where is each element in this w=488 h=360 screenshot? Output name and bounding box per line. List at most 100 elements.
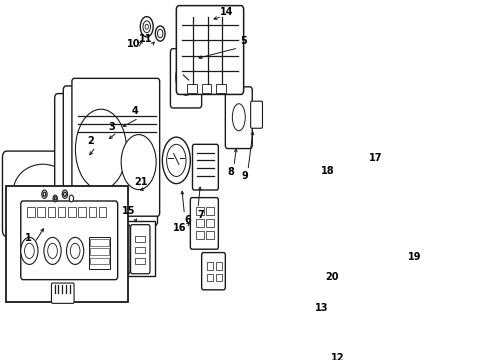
Bar: [201, 84, 211, 93]
Text: 5: 5: [240, 36, 246, 46]
Bar: [206, 207, 214, 215]
Bar: [48, 207, 55, 217]
FancyBboxPatch shape: [250, 101, 262, 128]
FancyBboxPatch shape: [51, 283, 74, 303]
Bar: [206, 231, 214, 239]
Bar: [206, 219, 214, 227]
FancyBboxPatch shape: [110, 225, 130, 274]
FancyBboxPatch shape: [2, 151, 83, 237]
Circle shape: [70, 243, 80, 258]
Circle shape: [41, 190, 47, 198]
Bar: [90, 258, 108, 265]
Circle shape: [43, 192, 46, 196]
Ellipse shape: [75, 109, 126, 190]
Bar: [206, 262, 212, 270]
Bar: [215, 274, 221, 282]
Bar: [88, 237, 110, 269]
Bar: [135, 247, 145, 253]
Bar: [90, 248, 108, 255]
Bar: [27, 207, 35, 217]
FancyBboxPatch shape: [190, 198, 218, 249]
Bar: [215, 262, 221, 270]
Circle shape: [48, 243, 57, 258]
Ellipse shape: [232, 104, 245, 131]
FancyBboxPatch shape: [326, 203, 347, 220]
Text: 3: 3: [108, 122, 115, 131]
Text: 16: 16: [173, 223, 186, 233]
FancyBboxPatch shape: [365, 301, 395, 355]
Bar: [206, 274, 212, 282]
FancyBboxPatch shape: [130, 225, 150, 274]
FancyBboxPatch shape: [225, 87, 252, 149]
Bar: [135, 236, 145, 242]
Bar: [90, 239, 108, 246]
Text: 15: 15: [122, 206, 136, 216]
Ellipse shape: [121, 135, 156, 190]
Ellipse shape: [166, 144, 185, 176]
Bar: [68, 207, 76, 217]
Circle shape: [69, 195, 73, 202]
Circle shape: [62, 190, 67, 198]
Ellipse shape: [13, 164, 72, 219]
Text: 9: 9: [242, 171, 248, 181]
Circle shape: [140, 17, 153, 37]
Bar: [196, 231, 203, 239]
Bar: [58, 207, 65, 217]
FancyBboxPatch shape: [368, 305, 392, 351]
Circle shape: [157, 29, 163, 38]
Ellipse shape: [179, 65, 193, 90]
Text: 12: 12: [330, 353, 344, 360]
FancyBboxPatch shape: [333, 301, 363, 355]
FancyBboxPatch shape: [336, 305, 360, 351]
Text: 1: 1: [25, 233, 32, 243]
Bar: [196, 207, 203, 215]
Ellipse shape: [81, 116, 140, 196]
FancyBboxPatch shape: [72, 78, 160, 216]
Text: 17: 17: [368, 153, 382, 163]
Ellipse shape: [176, 60, 196, 95]
Circle shape: [145, 24, 148, 29]
FancyBboxPatch shape: [20, 201, 118, 280]
Circle shape: [20, 237, 38, 265]
FancyBboxPatch shape: [170, 49, 201, 108]
FancyBboxPatch shape: [63, 86, 157, 225]
Text: 6: 6: [184, 215, 191, 225]
Bar: [38, 207, 45, 217]
FancyBboxPatch shape: [308, 273, 338, 320]
Text: 10: 10: [126, 39, 140, 49]
Bar: [88, 207, 96, 217]
Circle shape: [142, 21, 150, 33]
FancyBboxPatch shape: [24, 223, 61, 241]
Text: 14: 14: [219, 6, 233, 17]
Bar: [78, 207, 86, 217]
FancyBboxPatch shape: [55, 94, 155, 235]
Text: 8: 8: [227, 167, 234, 177]
Text: 18: 18: [321, 166, 334, 176]
FancyBboxPatch shape: [326, 184, 347, 201]
Circle shape: [192, 59, 198, 67]
FancyBboxPatch shape: [322, 176, 352, 246]
Bar: [6, 186, 128, 302]
Bar: [196, 219, 203, 227]
FancyBboxPatch shape: [333, 246, 363, 300]
Text: 2: 2: [87, 136, 93, 146]
Text: 21: 21: [134, 176, 148, 186]
FancyBboxPatch shape: [368, 250, 392, 296]
Bar: [108, 221, 155, 276]
Circle shape: [54, 197, 56, 200]
Text: 7: 7: [197, 210, 203, 220]
Bar: [135, 258, 145, 265]
Circle shape: [155, 26, 165, 41]
Text: 4: 4: [131, 106, 138, 116]
FancyBboxPatch shape: [365, 246, 395, 300]
Circle shape: [53, 195, 57, 202]
FancyBboxPatch shape: [192, 144, 218, 190]
Text: 20: 20: [325, 272, 339, 282]
FancyBboxPatch shape: [326, 233, 402, 360]
Text: 11: 11: [139, 35, 152, 44]
Text: 13: 13: [314, 302, 328, 312]
FancyBboxPatch shape: [176, 6, 243, 94]
Circle shape: [66, 237, 83, 265]
Circle shape: [24, 243, 34, 258]
FancyBboxPatch shape: [367, 167, 401, 229]
